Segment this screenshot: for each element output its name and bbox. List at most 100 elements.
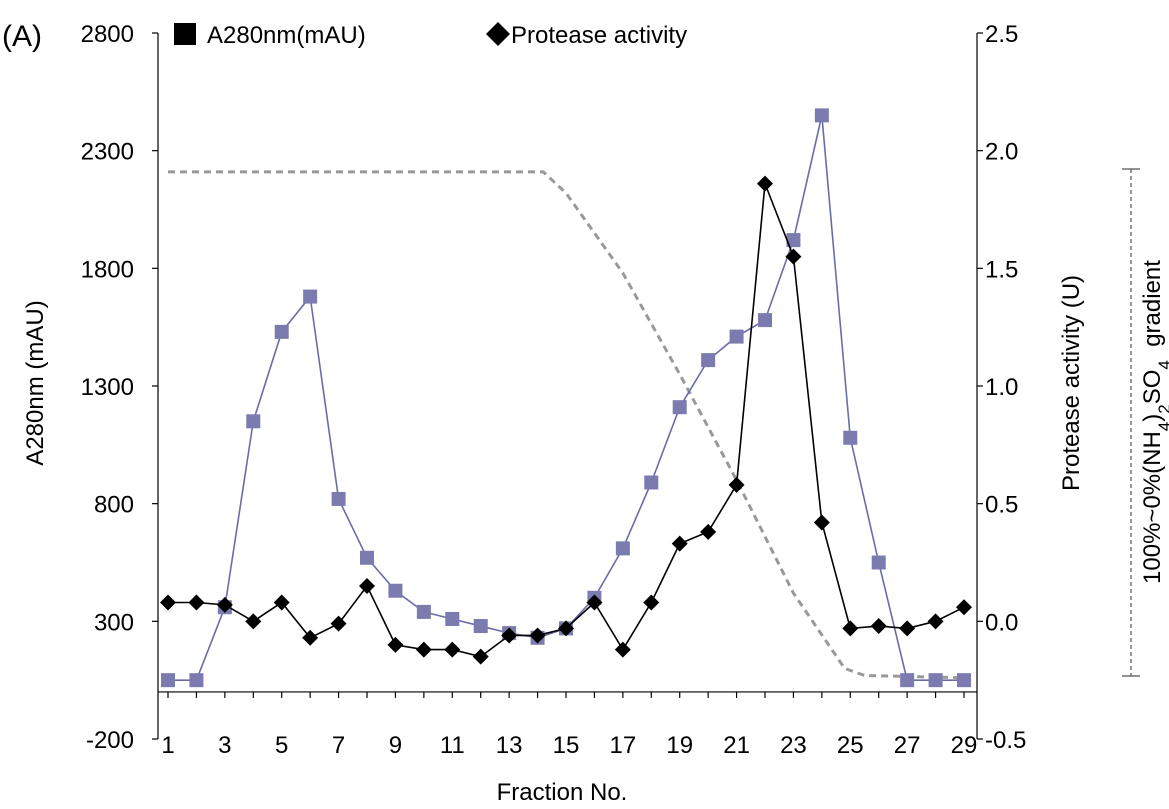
legend: A280nm(mAU) Protease activity	[174, 22, 687, 49]
x-tick-label: 11	[440, 732, 465, 759]
y-left-tick-label: -200	[86, 727, 134, 754]
x-tick-label: 3	[218, 732, 231, 759]
x-tick-label: 17	[610, 732, 637, 759]
gradient-label: 100%~0%(NH4)2SO4 gradient	[1139, 260, 1169, 584]
protease-point	[359, 578, 375, 595]
legend-a280-marker	[174, 23, 196, 45]
protease-point	[387, 636, 404, 653]
a280-point	[161, 673, 175, 688]
x-tick-label: 13	[496, 732, 523, 759]
y-left-tick-label: 1800	[81, 256, 134, 283]
gradient-line	[168, 170, 965, 680]
y-right-tick-label: 1.5	[985, 256, 1018, 283]
protease-point	[415, 641, 432, 658]
protease-point	[870, 618, 887, 635]
x-tick-label: 23	[780, 732, 807, 759]
tick-labels: -200 300 800 1300 1800 2300 2800 -0.5 0.0 0.5 1.0 1…	[81, 21, 1027, 759]
protease-point	[614, 641, 631, 658]
a280-point	[900, 673, 915, 688]
x-axis-title: Fraction No.	[497, 779, 628, 806]
protease-point	[472, 648, 489, 665]
protease-point	[529, 627, 546, 644]
a280-point	[360, 550, 374, 565]
legend-protease-label: Protease activity	[511, 22, 687, 49]
a280-point	[843, 430, 858, 445]
protease-point	[785, 248, 802, 265]
x-tick-label: 25	[837, 732, 864, 759]
protease-point	[586, 594, 603, 611]
a280-point	[331, 491, 346, 506]
protease-point	[216, 596, 233, 613]
a280-point	[814, 108, 829, 123]
a280-point	[786, 233, 801, 248]
protease-point	[956, 599, 972, 616]
a280-point	[246, 414, 261, 429]
y-axis-right-title: Protease activity (U)	[1058, 275, 1085, 491]
protease-point	[643, 594, 660, 611]
a280-point	[729, 329, 744, 344]
a280-point	[473, 619, 488, 634]
y-right-tick-label: 0.0	[985, 609, 1018, 636]
protease-point	[302, 629, 319, 646]
protease-point	[813, 514, 830, 531]
protease-point	[700, 523, 717, 540]
legend-a280-label: A280nm(mAU)	[207, 22, 366, 49]
a280-point	[416, 604, 431, 619]
x-tick-label: 1	[161, 732, 174, 759]
protease-point	[899, 620, 916, 637]
x-tick-label: 9	[389, 732, 402, 759]
protease-point	[330, 615, 347, 632]
protease-point	[501, 627, 518, 644]
a280-point	[928, 673, 943, 688]
protease-point	[188, 594, 205, 611]
series-layer	[160, 108, 972, 688]
x-tick-label: 19	[666, 732, 693, 759]
a280-point	[615, 541, 630, 556]
y-axis-left-title: A280nm (mAU)	[22, 300, 49, 465]
y-left-tick-label: 2800	[81, 21, 134, 48]
a280-point	[274, 324, 289, 339]
axes	[152, 32, 983, 740]
x-tick-label: 15	[553, 732, 580, 759]
a280-point	[672, 400, 687, 415]
x-tick-label: 5	[275, 732, 288, 759]
x-tick-label: 29	[951, 732, 978, 759]
a280-point	[758, 313, 772, 328]
series-line-a280	[168, 115, 964, 681]
y-left-tick-label: 800	[94, 492, 134, 519]
protease-point	[927, 613, 944, 630]
gradient-bracket	[1122, 168, 1140, 677]
a280-point	[644, 475, 659, 490]
legend-protease-marker	[486, 22, 510, 46]
a280-point	[445, 611, 460, 626]
a280-point	[871, 555, 886, 570]
y-left-tick-label: 2300	[81, 139, 134, 166]
a280-point	[303, 289, 318, 304]
protease-point	[245, 613, 262, 630]
a280-point	[957, 673, 971, 688]
x-tick-label: 21	[723, 732, 750, 759]
protease-point	[273, 594, 290, 611]
x-tick-label: 7	[332, 732, 345, 759]
protease-point	[728, 476, 745, 493]
y-right-tick-label: 1.0	[985, 374, 1018, 401]
protease-point	[444, 641, 461, 658]
y-left-tick-label: 300	[94, 609, 134, 636]
protease-point	[757, 175, 773, 192]
a280-point	[701, 353, 716, 368]
panel-label: (A)	[2, 20, 42, 53]
x-tick-label: 27	[894, 732, 921, 759]
a280-point	[189, 673, 204, 688]
protease-point	[160, 594, 176, 611]
y-left-tick-label: 1300	[81, 374, 134, 401]
y-right-tick-label: 2.5	[985, 21, 1018, 48]
y-right-tick-label: 2.0	[985, 139, 1018, 166]
series-line-protease	[168, 183, 965, 658]
protease-point	[842, 620, 859, 637]
y-right-tick-label: -0.5	[985, 727, 1026, 754]
a280-point	[388, 583, 403, 598]
protease-point	[671, 535, 688, 552]
y-right-tick-label: 0.5	[985, 492, 1018, 519]
gradient-layer	[168, 170, 965, 680]
